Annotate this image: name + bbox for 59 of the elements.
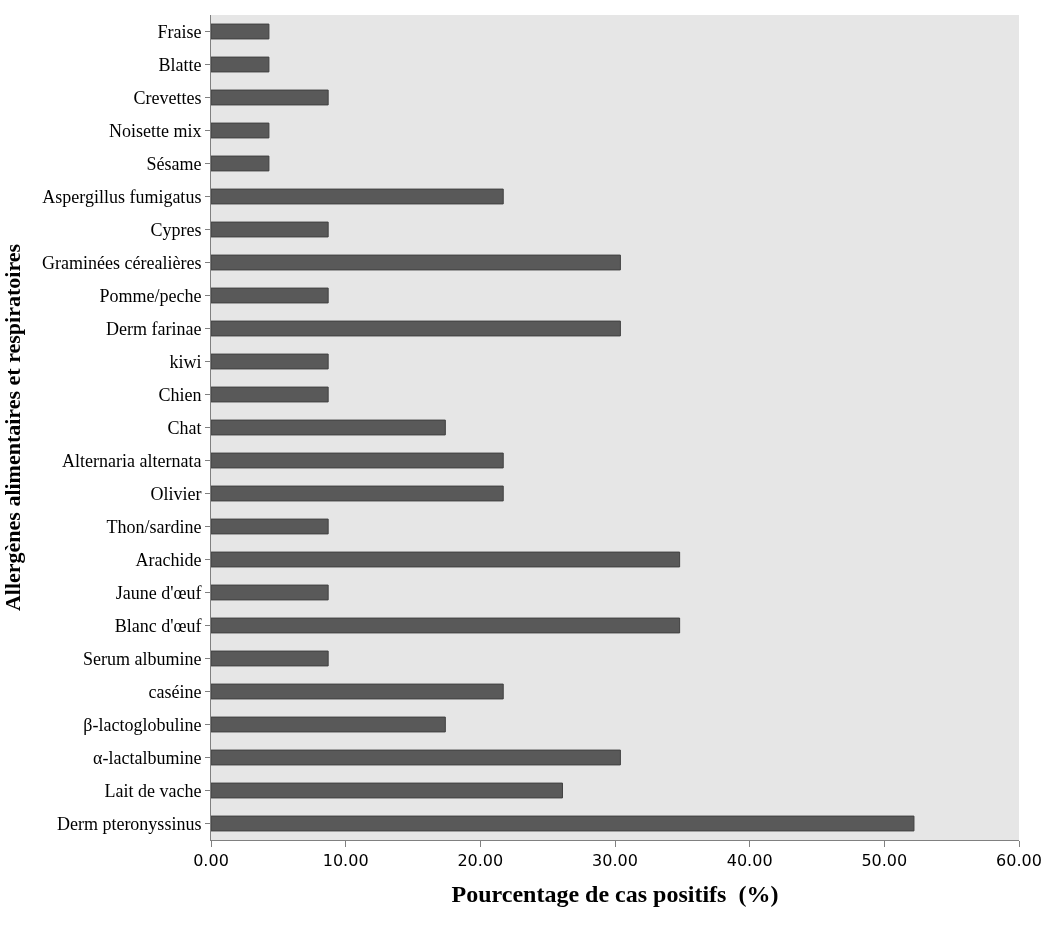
bar — [211, 617, 681, 634]
y-tick-label: β-lactoglobuline — [83, 714, 202, 735]
bar — [211, 815, 915, 832]
y-tick-label: Crevettes — [133, 87, 202, 108]
bar — [211, 518, 329, 535]
y-tick-label: Chien — [158, 384, 202, 405]
bar — [211, 584, 329, 601]
y-tick-label: Olivier — [150, 483, 202, 504]
x-tick-label: 60.00 — [996, 851, 1042, 871]
x-tick-label: 0.00 — [193, 851, 229, 871]
x-tick-label: 10.00 — [322, 851, 369, 871]
bar — [211, 188, 504, 205]
y-tick-label: Cypres — [150, 219, 202, 240]
bar — [211, 353, 329, 370]
y-tick-label: Aspergillus fumigatus — [42, 186, 202, 207]
bar — [211, 23, 270, 40]
bar — [211, 452, 504, 469]
bar — [211, 221, 329, 238]
y-tick-label: Jaune d'œuf — [115, 582, 202, 603]
bar — [211, 419, 446, 436]
bar — [211, 122, 270, 139]
bar — [211, 683, 504, 700]
y-tick-label: α-lactalbumine — [93, 747, 202, 768]
y-tick-label: Derm farinae — [105, 318, 202, 339]
y-tick-label: Serum albumine — [82, 648, 202, 669]
y-tick-label: Pomme/peche — [99, 285, 202, 306]
bar — [211, 56, 270, 73]
y-axis-title: Allergènes alimentaires et respiratoires — [0, 243, 25, 612]
x-tick-label: 20.00 — [457, 851, 504, 871]
y-tick-label: Noisette mix — [108, 120, 202, 141]
y-tick-label: Thon/sardine — [106, 516, 202, 537]
bar — [211, 551, 681, 568]
bar — [211, 716, 446, 733]
bar — [211, 782, 563, 799]
x-tick-label: 30.00 — [592, 851, 638, 871]
bar — [211, 650, 329, 667]
y-tick-label: caséine — [148, 681, 202, 702]
y-tick-label: Blanc d'œuf — [114, 615, 202, 636]
y-tick-label: Lait de vache — [104, 780, 202, 801]
y-tick-label: Chat — [167, 417, 202, 438]
bar — [211, 254, 621, 271]
y-tick-label: Fraise — [157, 21, 202, 42]
bar — [211, 485, 504, 502]
bar — [211, 287, 329, 304]
y-tick-label: Sésame — [146, 153, 202, 174]
bar — [211, 749, 621, 766]
y-tick-label: Alternaria alternata — [61, 450, 202, 471]
y-tick-label: Blatte — [158, 54, 202, 75]
y-tick-label: Graminées cérealières — [41, 252, 202, 273]
bar — [211, 89, 329, 106]
y-tick-label: Derm pteronyssinus — [56, 813, 202, 834]
bar — [211, 320, 621, 337]
x-axis-title: Pourcentage de cas positifs (%) — [451, 880, 779, 907]
x-tick-label: 50.00 — [861, 851, 908, 871]
bar — [211, 386, 329, 403]
y-tick-label: Arachide — [135, 549, 202, 570]
x-tick-label: 40.00 — [726, 851, 773, 871]
bar — [211, 155, 270, 172]
y-tick-label: kiwi — [169, 351, 202, 372]
